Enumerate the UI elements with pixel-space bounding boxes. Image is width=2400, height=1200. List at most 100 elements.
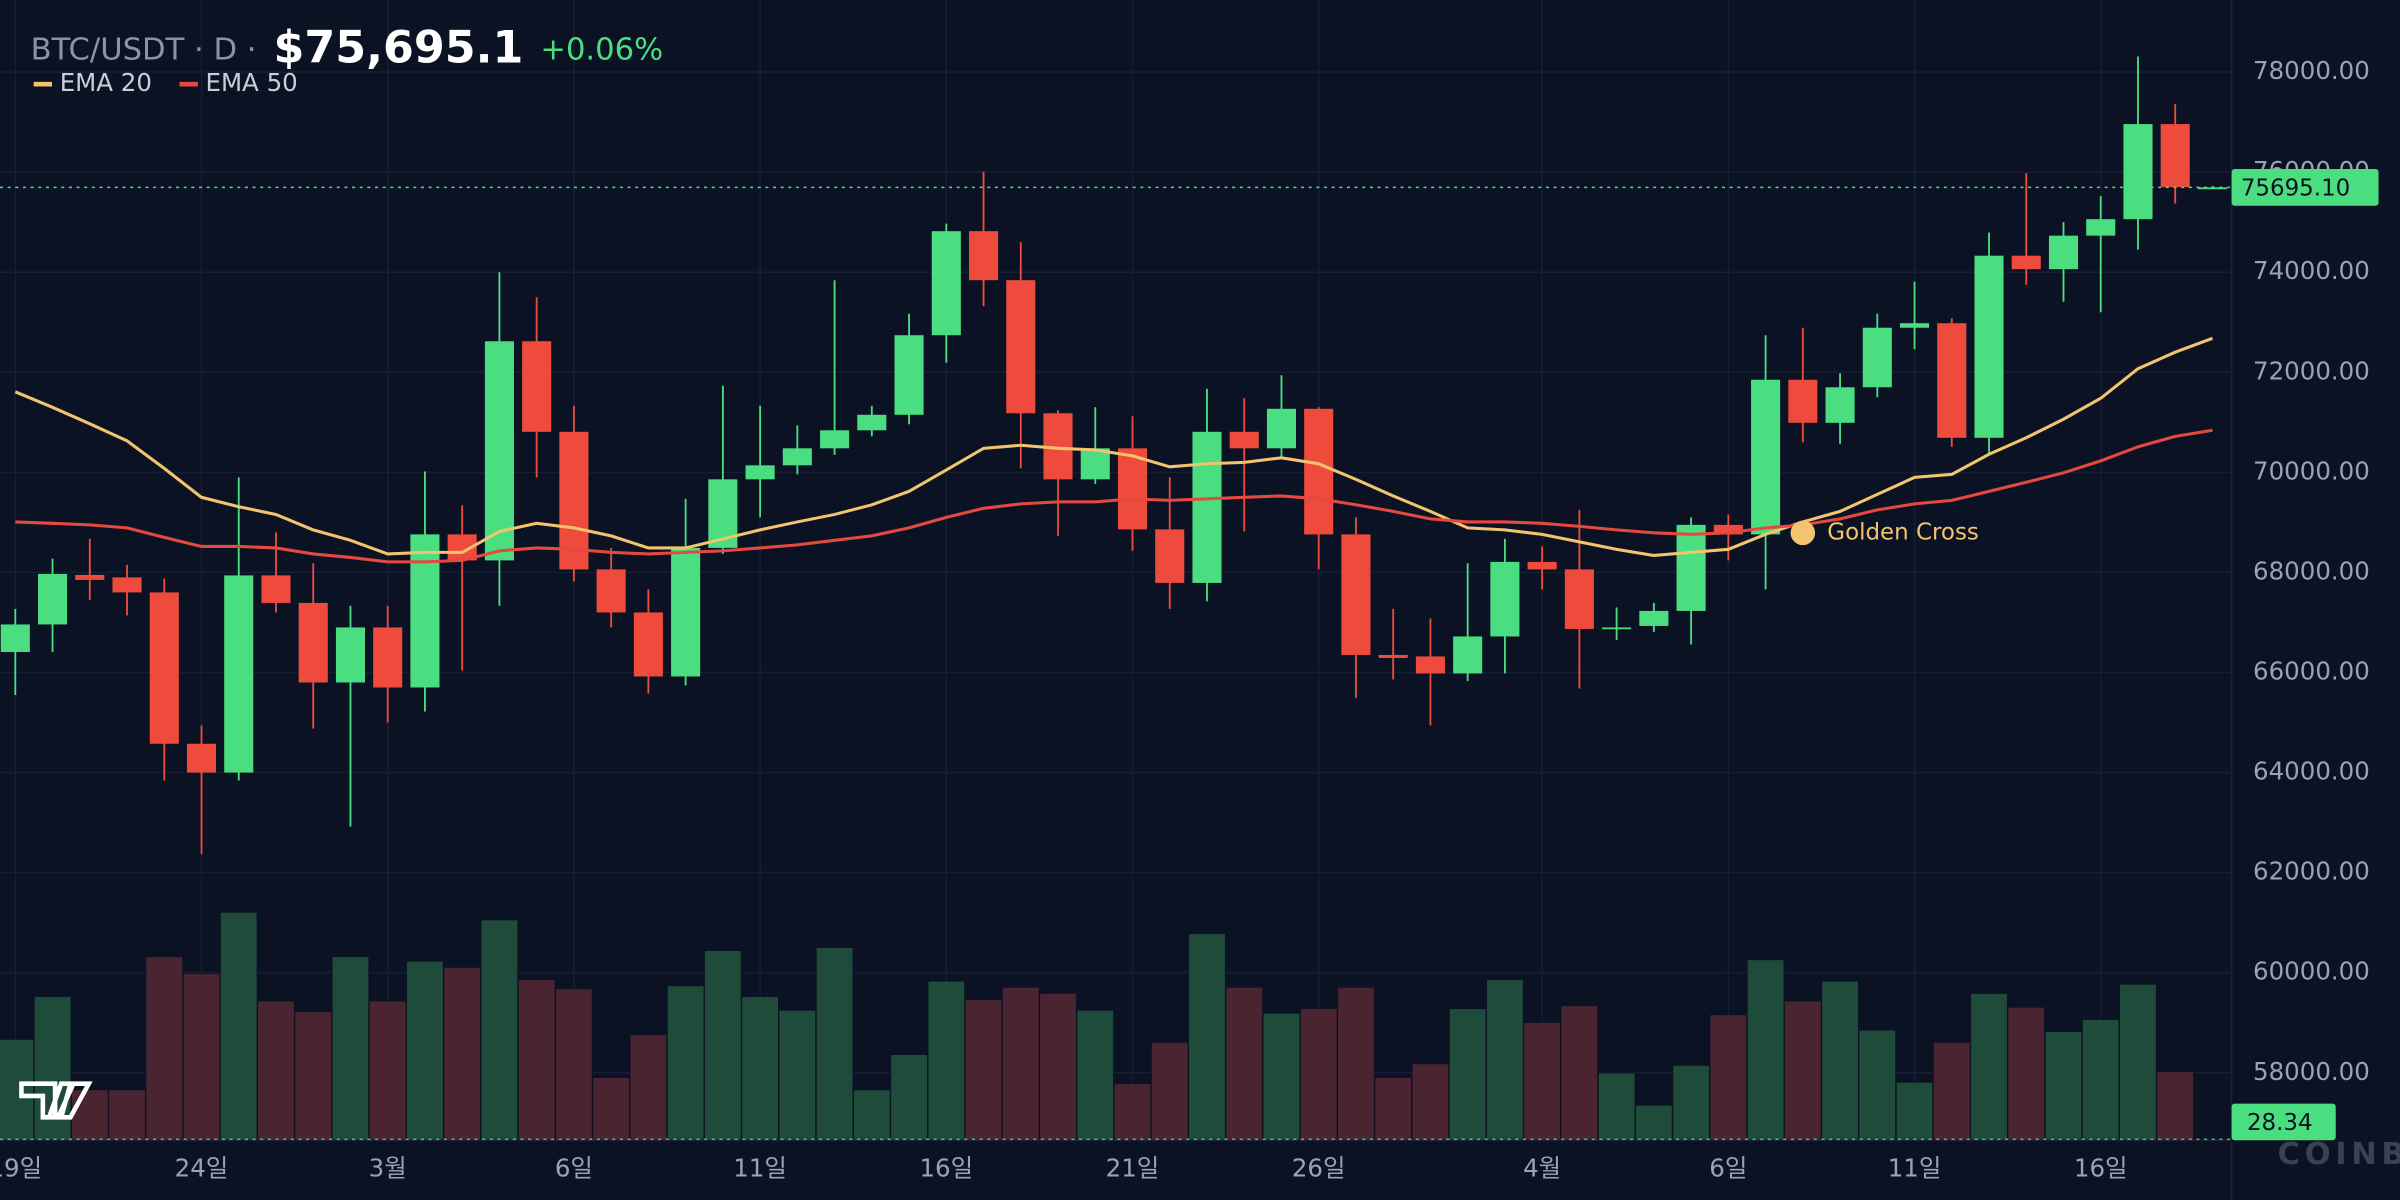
x-tick-label: 11일 (733, 1153, 787, 1182)
volume-bar (294, 1011, 333, 1141)
volume-bar (1076, 1009, 1115, 1141)
candle-body (969, 231, 999, 281)
candle-body (820, 430, 850, 449)
candle-body (149, 592, 179, 744)
volume-bar (108, 1089, 146, 1141)
candle-body (1378, 654, 1408, 658)
symbol: BTC/USDT · D · (31, 32, 257, 67)
x-tick-label: 24일 (175, 1153, 229, 1182)
candle-body (484, 341, 514, 561)
candle-body (1192, 431, 1222, 583)
volume-bar (331, 956, 370, 1141)
candle-body (410, 534, 440, 688)
candle-body (373, 627, 403, 688)
volume-bar (406, 960, 444, 1141)
volume-bar (1374, 1077, 1413, 1141)
candle-body (931, 231, 961, 336)
volume-bar (1262, 1012, 1301, 1141)
candle-body (335, 627, 366, 683)
volume-bar (1188, 933, 1226, 1141)
candle-body (38, 573, 68, 625)
volume-bar (1448, 1008, 1487, 1141)
legend-label: EMA 50 (205, 68, 297, 97)
candle-body (186, 743, 217, 773)
price-tag-label: 75695.10 (2241, 175, 2350, 201)
volume-bar (443, 966, 482, 1141)
candle-body (1713, 524, 1743, 535)
candle-body (0, 624, 30, 652)
candle-body (1453, 636, 1483, 674)
volume-bar (2156, 1070, 2195, 1141)
volume-bar (1039, 992, 1077, 1141)
volume-bar (1970, 992, 2008, 1141)
volume-bar (592, 1077, 630, 1141)
candle-body (112, 577, 142, 593)
volume-bar (1225, 986, 1264, 1141)
candle-body (1304, 408, 1334, 535)
volume-bar (1150, 1041, 1189, 1141)
volume-bar (1486, 979, 1524, 1141)
candle-body (782, 448, 812, 466)
candle-body (2123, 124, 2153, 220)
candle-body (596, 569, 626, 613)
candle-body (298, 602, 328, 683)
price-tag (2231, 169, 2379, 206)
volume-bar (1299, 1008, 1338, 1141)
x-tick-label: 11일 (1888, 1153, 1942, 1182)
volume-bar (778, 1009, 817, 1141)
y-tick-label: 68000.00 (2253, 556, 2370, 585)
candle-body (1155, 529, 1185, 583)
header: BTC/USDT · D · $75,695.1 +0.06% (31, 23, 664, 74)
y-tick-label: 70000.00 (2253, 456, 2370, 485)
volume-bar (1746, 959, 1785, 1141)
tv-logo (19, 1081, 93, 1120)
candle-body (1974, 255, 2004, 438)
volume-bar (480, 919, 519, 1141)
y-tick-label: 64000.00 (2253, 757, 2370, 786)
candle-body (1564, 569, 1594, 629)
y-tick-label: 78000.00 (2253, 56, 2370, 85)
y-tick-label: 58000.00 (2253, 1057, 2370, 1086)
candle-body (1490, 561, 1520, 637)
candle-body (1825, 387, 1855, 423)
y-tick-label: 74000.00 (2253, 256, 2370, 285)
candle-body (559, 431, 589, 570)
volume-bar (1709, 1014, 1748, 1141)
volume-bar (555, 988, 593, 1141)
x-tick-label: 16일 (2074, 1153, 2128, 1182)
y-tick-label: 60000.00 (2253, 957, 2370, 986)
x-tick-label: 4월 (1523, 1153, 1561, 1182)
annotation-label: Golden Cross (1827, 519, 1979, 545)
volume-bar (1337, 986, 1375, 1141)
candle-layer (0, 56, 2227, 855)
candle-body (1602, 627, 1632, 630)
volume-bar (1635, 1104, 1673, 1141)
candle-body (224, 575, 254, 773)
volume-bar (704, 950, 742, 1141)
candle-body (1080, 448, 1110, 480)
candle-body (2048, 235, 2079, 270)
volume-bar (741, 995, 779, 1141)
price: $75,695.1 (273, 23, 523, 74)
candle-body (745, 465, 775, 480)
candle-body (1937, 323, 1967, 438)
volume-bar (1895, 1081, 1934, 1141)
candle-body (1862, 327, 1892, 388)
volume-bar (145, 956, 184, 1141)
candle-body (1676, 524, 1706, 611)
x-tick-label: 16일 (919, 1153, 973, 1182)
candle-body (1415, 656, 1445, 674)
volume-bar (927, 980, 966, 1141)
volume-bar (964, 999, 1003, 1141)
volume-bar (368, 1000, 407, 1141)
candle-body (2086, 219, 2116, 236)
volume-bar (890, 1054, 928, 1141)
ema-line (14, 336, 2214, 558)
candle-body (261, 575, 291, 603)
volume-bar (257, 1000, 295, 1141)
volume-bar (1821, 980, 1859, 1141)
candle-body (857, 414, 887, 431)
volume-bar (219, 911, 258, 1141)
